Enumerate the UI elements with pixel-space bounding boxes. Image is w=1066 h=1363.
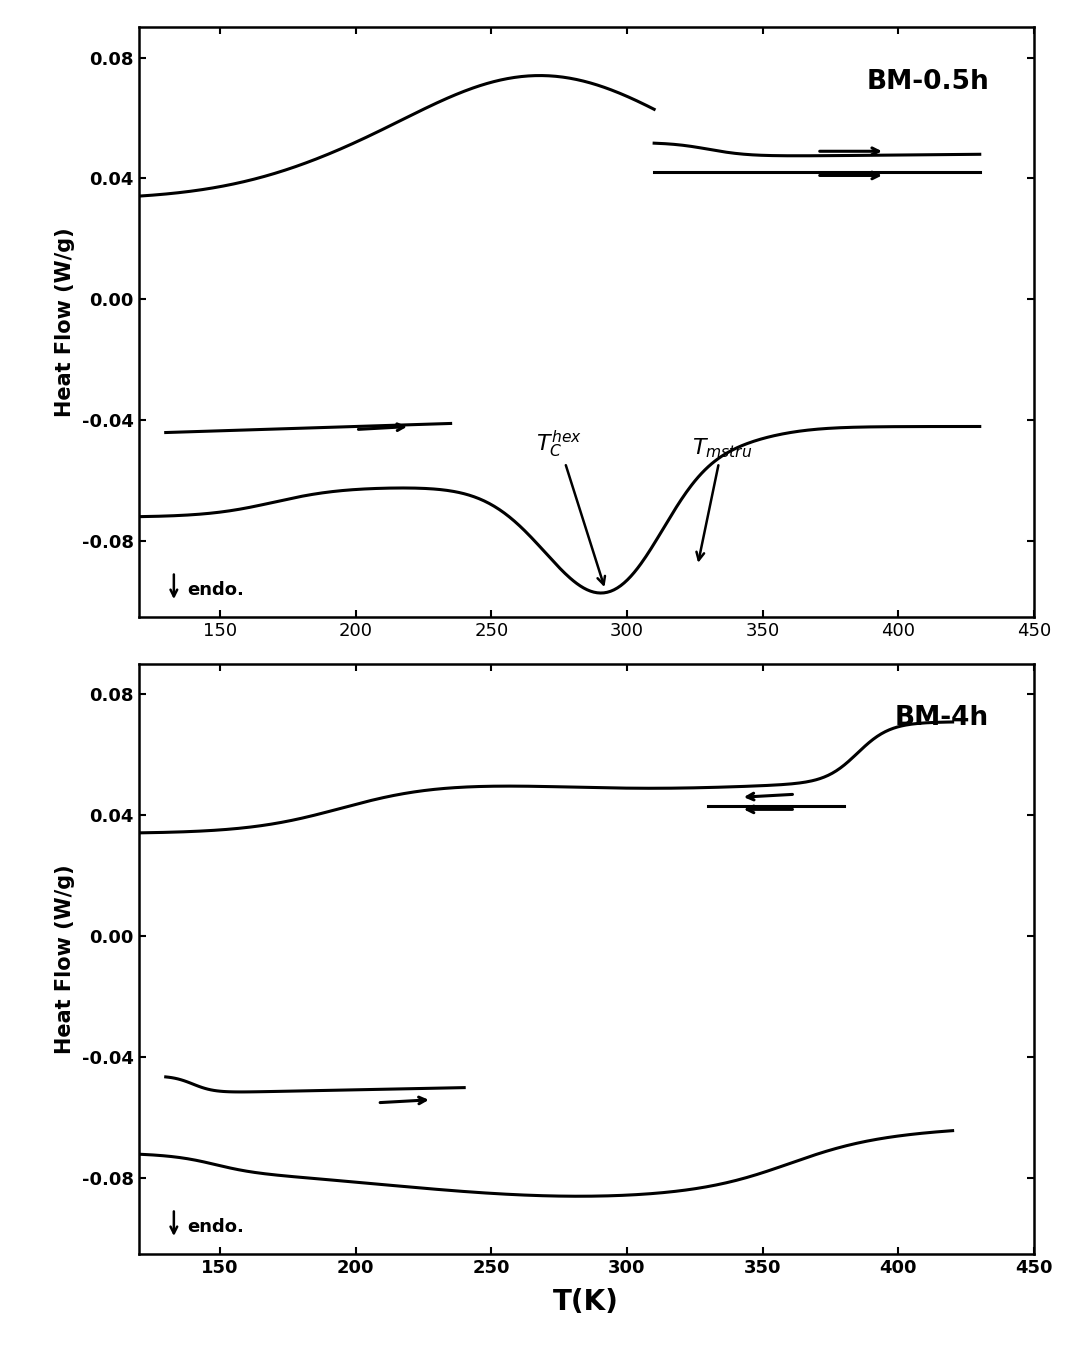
Text: endo.: endo. bbox=[188, 1217, 244, 1236]
Text: $T_{mstru}$: $T_{mstru}$ bbox=[692, 436, 753, 560]
Text: BM-0.5h: BM-0.5h bbox=[867, 68, 989, 94]
Y-axis label: Heat Flow (W/g): Heat Flow (W/g) bbox=[54, 864, 75, 1054]
Y-axis label: Heat Flow (W/g): Heat Flow (W/g) bbox=[54, 228, 75, 417]
Text: endo.: endo. bbox=[188, 581, 244, 598]
Text: BM-4h: BM-4h bbox=[895, 706, 989, 732]
Text: $T_C^{hex}$: $T_C^{hex}$ bbox=[536, 428, 605, 585]
X-axis label: T(K): T(K) bbox=[553, 1288, 619, 1315]
